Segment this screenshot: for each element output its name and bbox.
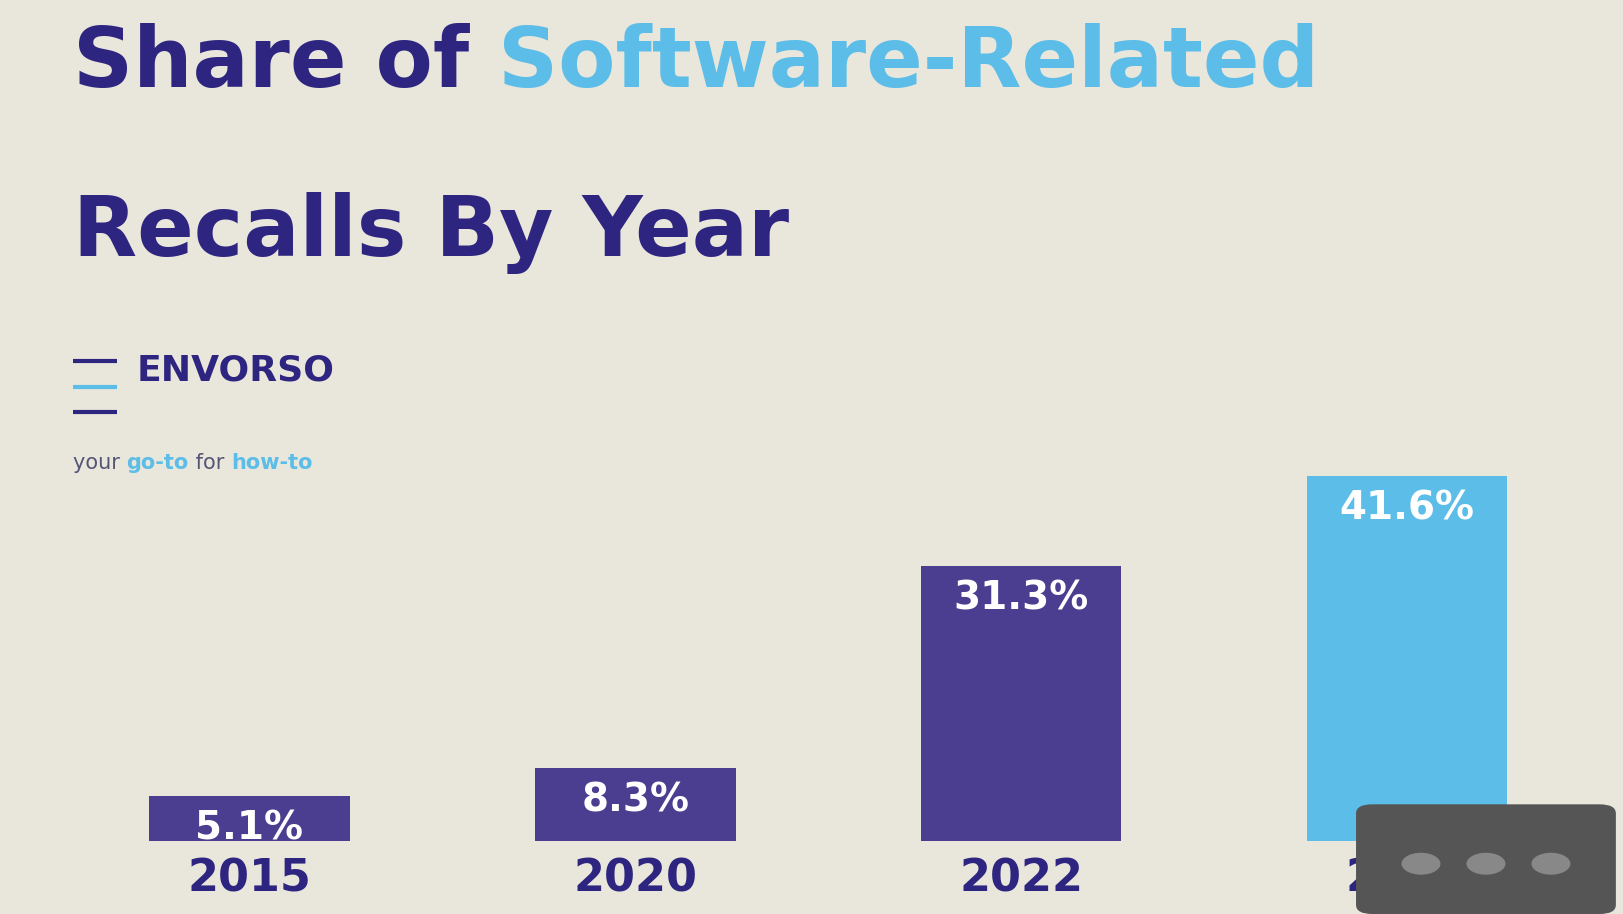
Text: your: your: [73, 453, 127, 473]
Text: 31.3%: 31.3%: [953, 579, 1087, 617]
Bar: [149, 796, 349, 841]
Bar: [534, 768, 735, 841]
Bar: [1307, 476, 1506, 841]
Text: 41.6%: 41.6%: [1339, 489, 1474, 527]
Text: Recalls By Year: Recalls By Year: [73, 192, 789, 274]
Text: Share of: Share of: [73, 23, 498, 104]
Text: 8.3%: 8.3%: [581, 781, 688, 819]
Text: 5.1%: 5.1%: [195, 809, 304, 847]
Text: Software-Related: Software-Related: [498, 23, 1318, 104]
Text: ENVORSO: ENVORSO: [136, 354, 334, 388]
Text: for: for: [188, 453, 230, 473]
Bar: [920, 567, 1121, 841]
Text: go-to: go-to: [127, 453, 188, 473]
Text: how-to: how-to: [230, 453, 312, 473]
